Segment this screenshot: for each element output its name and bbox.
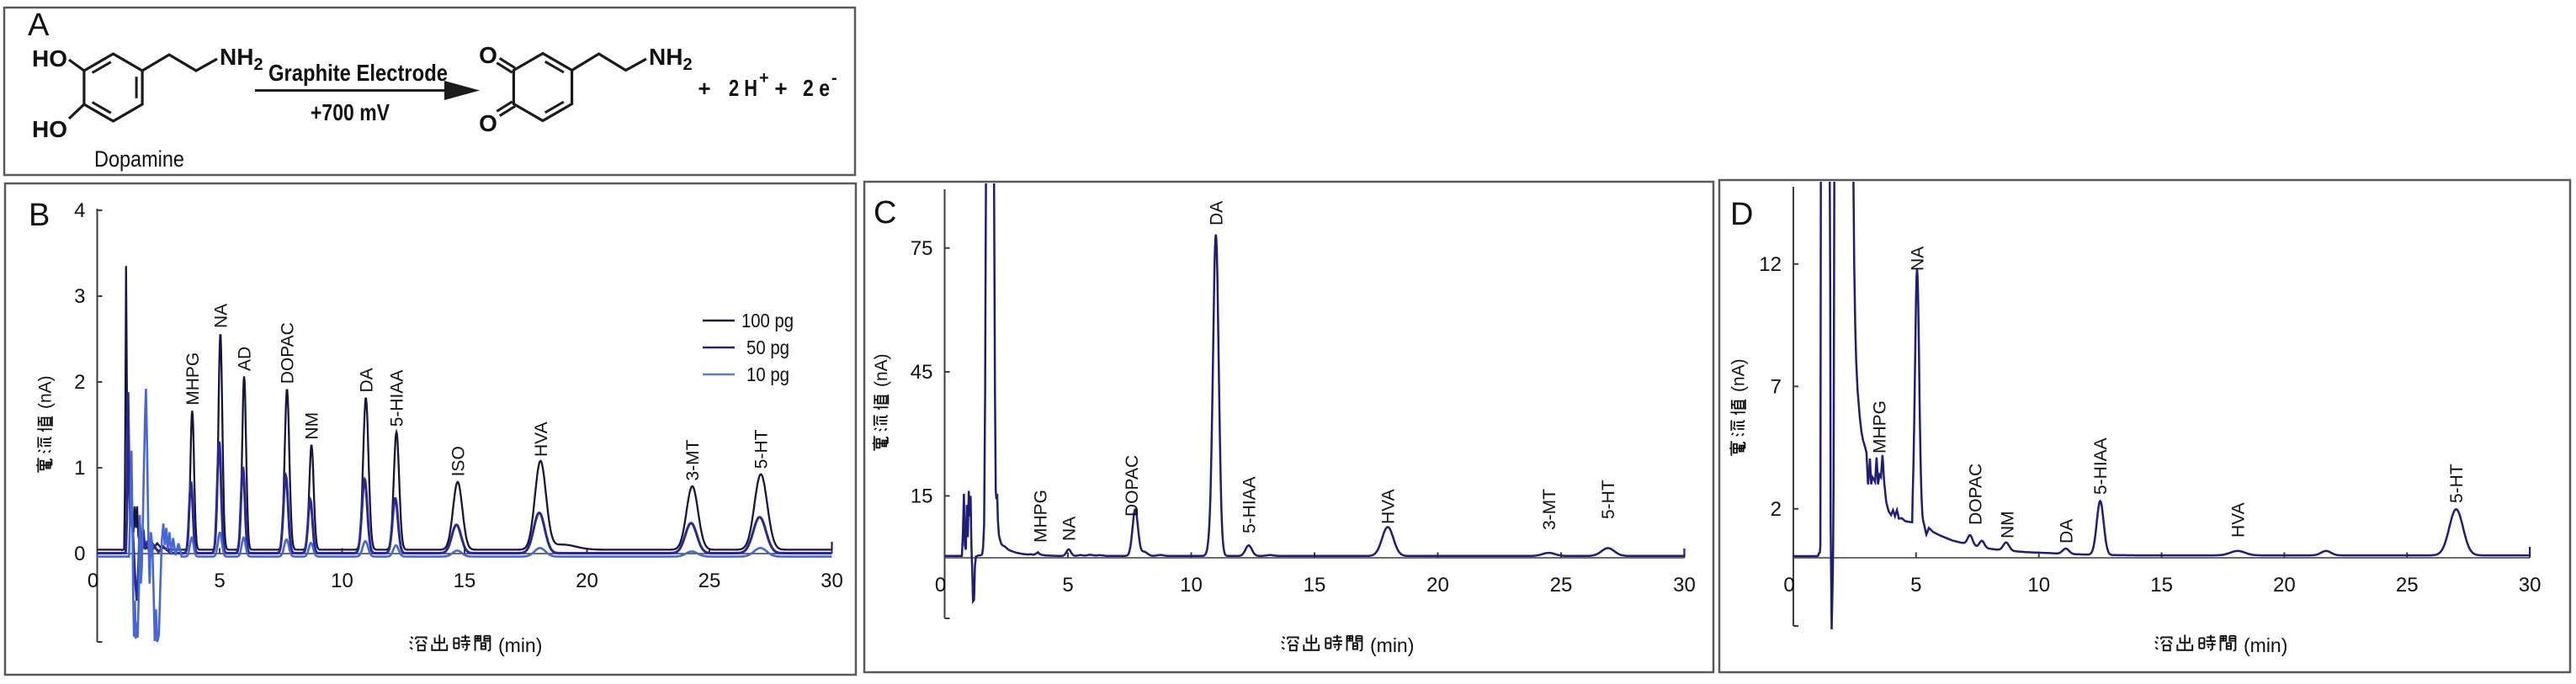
svg-text:30: 30 [1673, 574, 1696, 597]
svg-text:2: 2 [74, 371, 85, 394]
svg-text:7: 7 [1771, 375, 1782, 398]
svg-text:HVA: HVA [1379, 489, 1399, 524]
svg-text:B: B [29, 198, 50, 233]
svg-text:ISO: ISO [449, 446, 468, 476]
svg-text:45: 45 [911, 361, 933, 384]
svg-text:O: O [479, 42, 497, 68]
svg-text:15: 15 [911, 485, 933, 507]
svg-text:+700 mV: +700 mV [311, 99, 390, 125]
svg-text:DA: DA [357, 368, 376, 392]
svg-text:25: 25 [2396, 574, 2419, 597]
svg-text:(nA): (nA) [36, 375, 56, 409]
svg-text:DOPAC: DOPAC [279, 322, 298, 384]
svg-text:50 pg: 50 pg [746, 337, 789, 358]
svg-text:DOPAC: DOPAC [1123, 455, 1142, 517]
svg-text:5: 5 [1062, 574, 1073, 597]
svg-text:DOPAC: DOPAC [1966, 464, 1985, 525]
svg-text:15: 15 [454, 570, 476, 592]
svg-text:25: 25 [1550, 574, 1573, 597]
svg-text:12: 12 [1759, 253, 1782, 276]
svg-text:HO: HO [32, 116, 67, 142]
svg-text:C: C [874, 195, 896, 231]
svg-text:10: 10 [1180, 574, 1203, 597]
svg-text:0: 0 [1783, 574, 1794, 597]
svg-text:(min): (min) [2244, 634, 2287, 656]
svg-text:2: 2 [1771, 498, 1782, 521]
svg-text:+: + [759, 69, 769, 87]
svg-text:5: 5 [214, 570, 225, 592]
svg-text:NM: NM [303, 412, 322, 440]
svg-text:15: 15 [2150, 574, 2173, 597]
svg-text:20: 20 [2273, 574, 2296, 597]
svg-text:(nA): (nA) [872, 353, 891, 387]
svg-text:+: + [698, 76, 710, 101]
svg-text:(nA): (nA) [1729, 358, 1749, 392]
svg-text:30: 30 [2519, 574, 2541, 597]
svg-text:NM: NM [1998, 511, 2017, 538]
svg-text:0: 0 [935, 574, 946, 597]
svg-text:+: + [774, 76, 787, 101]
svg-text:NA: NA [211, 304, 231, 328]
svg-text:10: 10 [2027, 574, 2050, 597]
svg-text:HVA: HVA [532, 422, 551, 457]
svg-text:NA: NA [1909, 247, 1928, 271]
svg-text:5: 5 [1910, 574, 1921, 597]
svg-text:20: 20 [1426, 574, 1449, 597]
svg-text:Dopamine: Dopamine [94, 146, 184, 172]
svg-text:MHPG: MHPG [1032, 490, 1051, 543]
svg-text:D: D [1730, 197, 1753, 232]
svg-text:20: 20 [576, 570, 598, 592]
svg-text:0: 0 [74, 543, 85, 565]
svg-text:DA: DA [1207, 201, 1226, 225]
svg-text:75: 75 [911, 237, 933, 260]
svg-text:Graphite Electrode: Graphite Electrode [268, 60, 448, 86]
svg-text:2 H: 2 H [729, 75, 757, 101]
svg-text:30: 30 [821, 570, 843, 592]
svg-text:O: O [479, 110, 497, 136]
svg-text:AD: AD [236, 347, 255, 371]
svg-text:3: 3 [74, 285, 85, 308]
svg-text:5-HT: 5-HT [2447, 464, 2467, 503]
svg-text:5-HIAA: 5-HIAA [1240, 476, 1259, 533]
svg-text:100 pg: 100 pg [741, 310, 794, 331]
svg-text:10 pg: 10 pg [746, 363, 789, 385]
svg-text:HVA: HVA [2229, 502, 2249, 538]
svg-text:DA: DA [2057, 519, 2076, 543]
svg-text:(min): (min) [1370, 634, 1414, 656]
svg-text:(min): (min) [498, 634, 542, 656]
svg-text:5-HT: 5-HT [752, 429, 772, 469]
svg-text:3-MT: 3-MT [1540, 489, 1559, 530]
svg-text:5-HIAA: 5-HIAA [388, 370, 407, 427]
svg-text:-: - [831, 69, 837, 87]
svg-text:2 e: 2 e [803, 75, 830, 101]
svg-text:25: 25 [698, 570, 721, 592]
svg-text:HO: HO [32, 45, 67, 72]
svg-text:5-HT: 5-HT [1599, 480, 1618, 519]
svg-text:5-HIAA: 5-HIAA [2091, 437, 2111, 495]
svg-text:NA: NA [1060, 517, 1079, 541]
svg-text:0: 0 [88, 570, 98, 592]
svg-text:A: A [28, 8, 50, 43]
svg-text:4: 4 [74, 199, 85, 222]
svg-text:MHPG: MHPG [183, 353, 203, 406]
svg-text:3-MT: 3-MT [683, 439, 703, 480]
svg-text:15: 15 [1304, 574, 1326, 597]
svg-text:1: 1 [74, 457, 85, 480]
svg-text:MHPG: MHPG [1871, 400, 1890, 453]
svg-text:10: 10 [331, 570, 353, 592]
